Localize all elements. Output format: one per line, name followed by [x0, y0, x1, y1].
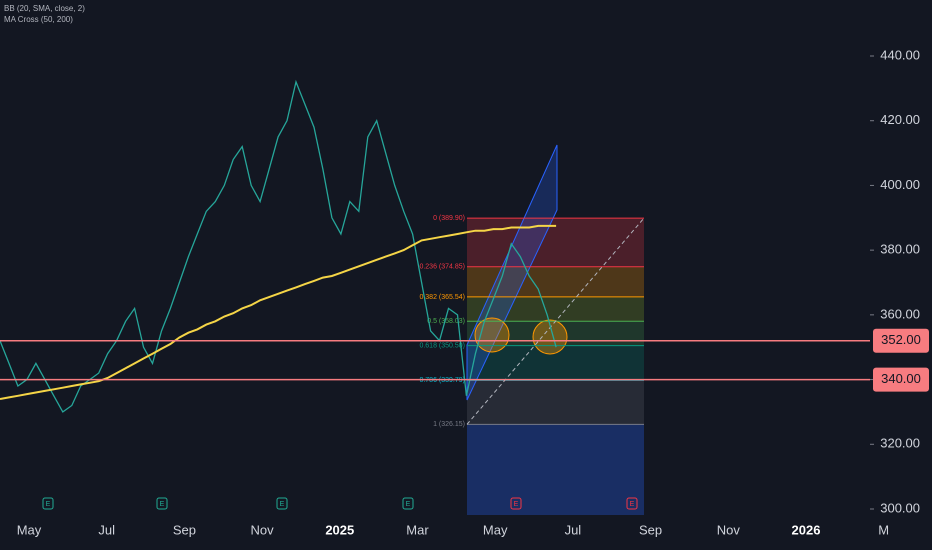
fib-trend	[466, 217, 645, 425]
event-label: E	[280, 501, 285, 508]
x-tick-label: M	[878, 522, 889, 537]
event-badge	[42, 497, 54, 510]
fib-label: 1 (326.15)	[433, 421, 465, 428]
fib-label: 0.786 (339.79)	[419, 377, 465, 384]
x-tick-label: 2025	[325, 522, 354, 537]
price-tag	[873, 367, 929, 392]
x-tick-label: Nov	[717, 522, 741, 537]
indicator-label: BB (20, SMA, close, 2)	[4, 4, 85, 13]
x-tick-label: May	[17, 522, 42, 537]
channel	[466, 144, 558, 401]
fib-label: 0 (389.90)	[433, 215, 465, 222]
price-tag-label: 340.00	[881, 371, 921, 386]
event-badge	[510, 497, 522, 510]
moving-average	[0, 224, 557, 400]
fib-label: 0.5 (358.03)	[427, 318, 465, 325]
event-badge	[402, 497, 414, 510]
target-zone	[467, 424, 644, 515]
y-tick-label: 360.00	[880, 306, 920, 321]
price-axis	[870, 0, 932, 550]
y-tick-label: 400.00	[880, 177, 920, 192]
x-tick-label: Nov	[251, 522, 275, 537]
event-label: E	[514, 501, 519, 508]
x-tick-label: Jul	[565, 522, 582, 537]
indicator-label: MA Cross (50, 200)	[4, 15, 73, 24]
x-tick-label: Sep	[173, 522, 196, 537]
price-tag	[873, 328, 929, 353]
price-line	[0, 79, 557, 413]
event-label: E	[630, 501, 635, 508]
y-tick-label: 320.00	[880, 436, 920, 451]
fib-label: 0.382 (365.54)	[419, 294, 465, 301]
x-tick-label: Mar	[406, 522, 429, 537]
x-tick-label: Jul	[98, 522, 115, 537]
event-label: E	[406, 501, 411, 508]
price-tag-label: 352.00	[881, 332, 921, 347]
y-tick-label: 380.00	[880, 242, 920, 257]
event-badge	[626, 497, 638, 510]
event-label: E	[46, 501, 51, 508]
fib-label: 0.618 (350.50)	[419, 342, 465, 349]
y-tick-label: 300.00	[880, 500, 920, 515]
fib-band	[467, 380, 644, 425]
event-label: E	[160, 501, 165, 508]
fib-band	[467, 296, 644, 322]
x-tick-label: May	[483, 522, 508, 537]
y-tick-label: 440.00	[880, 47, 920, 62]
x-tick-label: Sep	[639, 522, 662, 537]
fib-band	[467, 321, 644, 346]
event-badge	[276, 497, 288, 510]
y-tick-label: 420.00	[880, 112, 920, 127]
fib-label: 0.236 (374.85)	[419, 264, 465, 271]
event-badge	[156, 497, 168, 510]
x-tick-label: 2026	[792, 522, 821, 537]
